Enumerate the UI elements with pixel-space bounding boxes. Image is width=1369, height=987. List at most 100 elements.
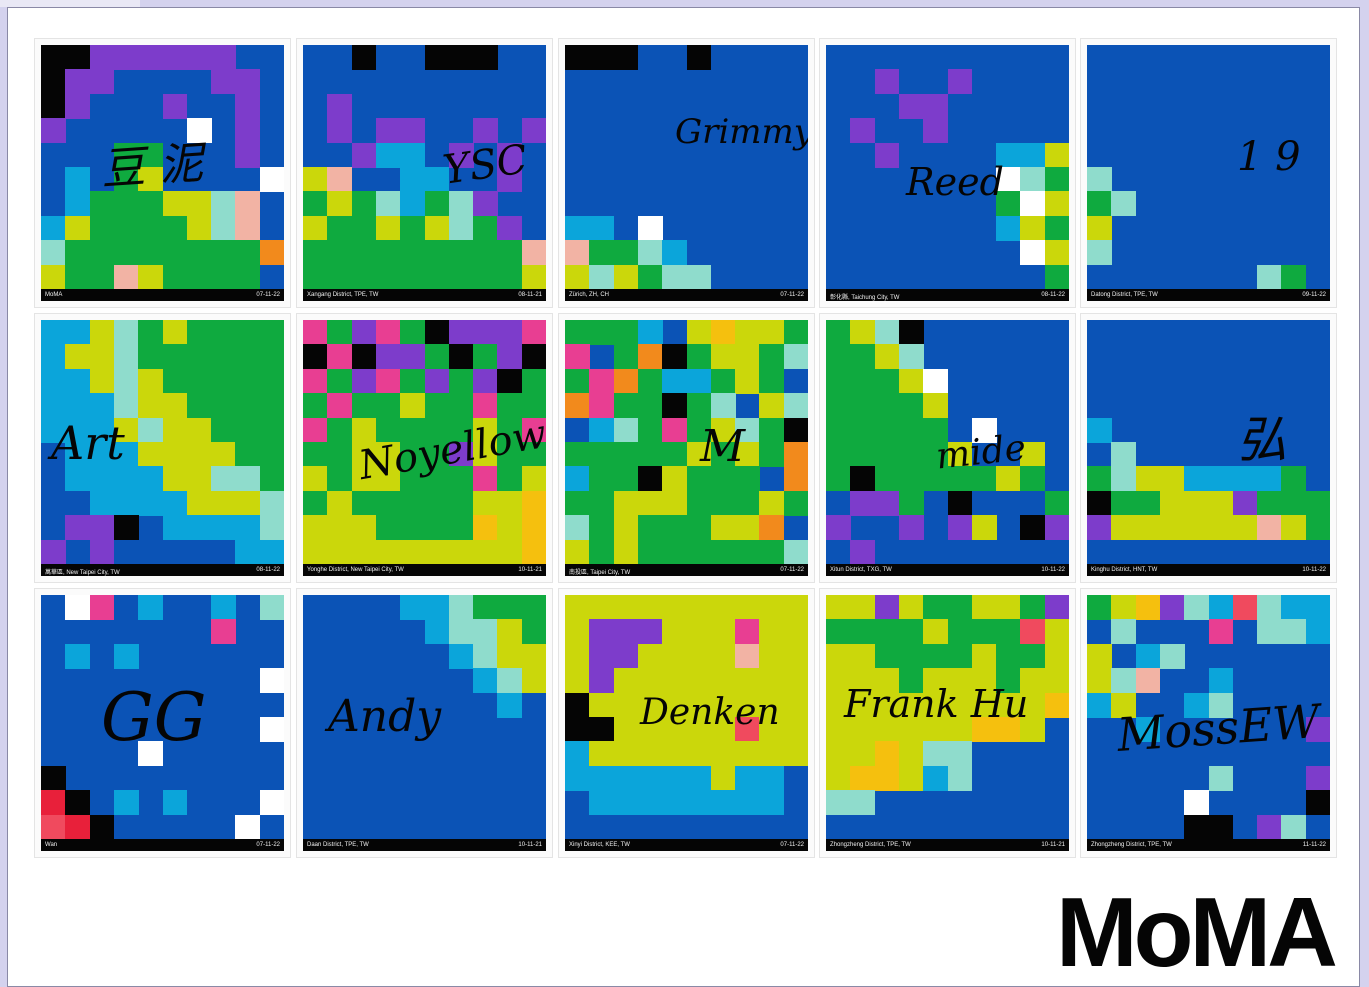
pixel-cell [497, 668, 523, 694]
pixel-cell [186, 264, 212, 289]
pixel-cell [874, 344, 900, 370]
pixel-cell [996, 142, 1021, 168]
pixel-artwork: M [565, 320, 808, 564]
card-date: 07-11-22 [780, 567, 804, 573]
pixel-cell [613, 490, 639, 516]
pixel-cell [662, 790, 688, 816]
pixel-cell [162, 93, 188, 119]
pixel-cell [850, 619, 876, 645]
card-location: Xinyi District, KEE, TW [569, 842, 630, 848]
pixel-cell [448, 240, 474, 266]
pixel-cell [783, 417, 808, 443]
pixel-cell [400, 215, 426, 241]
pixel-artwork: YSC [303, 45, 546, 289]
pixel-cell [710, 515, 736, 541]
pixel-cell [375, 417, 401, 443]
pixel-cell [1020, 215, 1046, 241]
pixel-cell [923, 741, 949, 767]
pixel-cell [923, 393, 949, 419]
pixel-cell [113, 320, 139, 345]
pixel-cell [637, 619, 663, 645]
pixel-cell [850, 692, 876, 718]
pixel-cell [613, 619, 639, 645]
pixel-cell [521, 442, 546, 467]
pixel-cell [826, 668, 851, 694]
pixel-cell [1111, 692, 1137, 718]
card-date: 07-11-22 [256, 292, 280, 298]
pixel-cell [473, 539, 498, 564]
artwork-card: Frank Hu Zhongzheng District, TPE, TW 10-1… [819, 588, 1076, 858]
handwritten-signature: YSC [440, 136, 531, 194]
artwork-card: 豆 泥 MoMA 07-11-22 [34, 38, 291, 308]
pixel-cell [448, 393, 474, 419]
pixel-cell [400, 264, 426, 289]
pixel-cell [327, 215, 353, 241]
pixel-cell [874, 717, 900, 742]
pixel-cell [874, 142, 900, 168]
artwork-card: YSC Xangang District, TPE, TW 08-11-21 [296, 38, 553, 308]
pixel-cell [898, 490, 924, 516]
pixel-cell [65, 320, 91, 345]
pixel-cell [565, 619, 590, 645]
pixel-cell [400, 320, 426, 345]
pixel-cell [473, 619, 498, 645]
pixel-cell [89, 240, 115, 266]
pixel-cell [162, 393, 188, 419]
pixel-cell [686, 393, 712, 419]
pixel-cell [565, 393, 590, 419]
pixel-cell [448, 191, 474, 217]
pixel-cell [1044, 490, 1069, 516]
pixel-cell [41, 344, 66, 370]
pixel-cell [259, 320, 284, 345]
pixel-cell [473, 466, 498, 492]
pixel-cell [235, 215, 261, 241]
pixel-cell [473, 442, 498, 467]
pixel-cell [589, 643, 615, 669]
handwritten-signature: MossEW [1115, 693, 1322, 763]
pixel-cell [1208, 466, 1234, 492]
pixel-cell [1257, 595, 1282, 620]
pixel-cell [1087, 490, 1112, 516]
pixel-cell [89, 595, 115, 620]
pixel-cell [826, 619, 851, 645]
pixel-cell [41, 240, 66, 266]
pixel-cell [850, 790, 876, 816]
pixel-cell [41, 417, 66, 443]
pixel-cell [1087, 515, 1112, 541]
card-date: 07-11-22 [780, 292, 804, 298]
artwork-card: 1 9 Datong District, TPE, TW 09-11-22 [1080, 38, 1337, 308]
pixel-cell [162, 417, 188, 443]
card-caption-bar: Xitun District, TXG, TW 10-11-22 [826, 564, 1069, 576]
pixel-cell [235, 264, 261, 289]
pixel-cell [735, 490, 760, 516]
pixel-cell [1159, 643, 1185, 669]
pixel-cell [783, 741, 808, 767]
pixel-cell [400, 515, 426, 541]
pixel-cell [735, 741, 760, 767]
pixel-cell [850, 490, 876, 516]
pixel-cell [850, 595, 876, 620]
pixel-cell [826, 368, 851, 394]
pixel-cell [521, 643, 546, 669]
pixel-cell [589, 264, 615, 289]
pixel-cell [424, 490, 450, 516]
handwritten-signature: Frank Hu [844, 682, 1029, 726]
pixel-cell [783, 393, 808, 419]
pixel-cell [41, 215, 66, 241]
pixel-cell [898, 692, 924, 718]
pixel-cell [521, 240, 546, 266]
pixel-cell [613, 741, 639, 767]
pixel-cell [589, 442, 615, 467]
pixel-cell [565, 692, 590, 718]
pixel-cell [211, 466, 236, 492]
pixel-cell [521, 515, 546, 541]
pixel-cell [41, 790, 66, 816]
pixel-cell [686, 417, 712, 443]
pixel-cell [686, 344, 712, 370]
pixel-cell [1020, 619, 1046, 645]
pixel-cell [113, 142, 139, 168]
pixel-cell [1044, 692, 1069, 718]
pixel-cell [923, 619, 949, 645]
pixel-cell [303, 240, 328, 266]
pixel-cell [235, 814, 261, 839]
